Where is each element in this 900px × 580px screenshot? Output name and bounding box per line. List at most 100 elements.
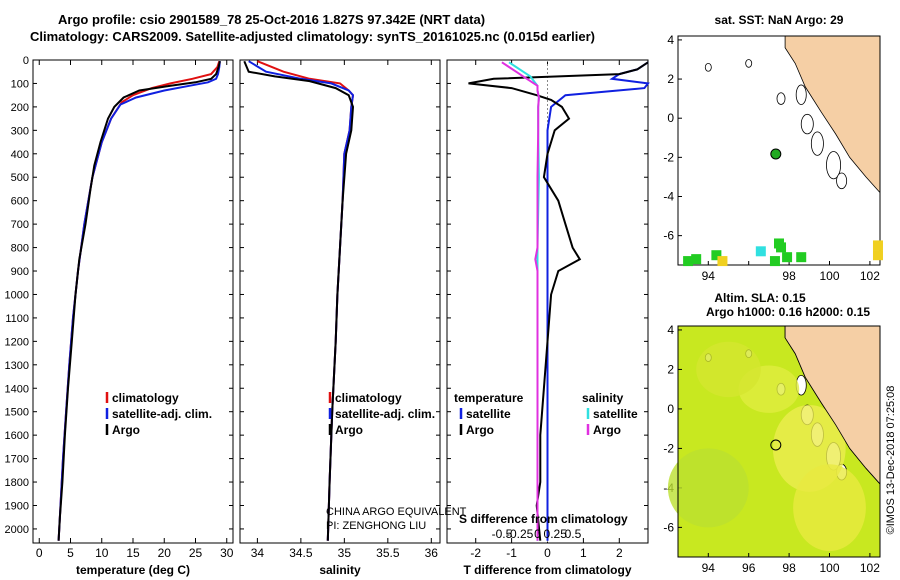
- temperature-xtick-label: 5: [67, 546, 74, 560]
- sst-map-ytick-label: -4: [663, 189, 674, 203]
- sst-pixel: [872, 250, 883, 261]
- difference-top-xtick-label: 0: [534, 527, 541, 541]
- sla-map-frame-top: [677, 325, 881, 558]
- depth-tick-label: 1400: [5, 383, 29, 395]
- depth-tick-label: 400: [11, 149, 29, 161]
- difference-xlabel: T difference from climatology: [463, 563, 631, 577]
- sst-pixel: [872, 240, 883, 251]
- depth-tick-label: 900: [11, 266, 29, 278]
- salinity-legend-label: Argo: [335, 423, 363, 437]
- depth-tick-label: 800: [11, 243, 29, 255]
- temperature-xtick-label: 10: [95, 546, 109, 560]
- depth-tick-label: 1100: [5, 313, 29, 325]
- salinity-xtick-label: 34.5: [289, 546, 313, 560]
- sla-map-title-line1: Altim. SLA: 0.15: [714, 291, 806, 305]
- sla-map-ytick-label: 0: [667, 402, 674, 416]
- difference-line-s-argo: [501, 61, 540, 541]
- sla-map-ytick-label: 2: [667, 362, 674, 376]
- depth-tick-label: 1800: [5, 477, 29, 489]
- sla-map-title-line2: Argo h1000: 0.16 h2000: 0.15: [706, 305, 870, 319]
- difference-xtick-label: 1: [580, 546, 587, 560]
- depth-tick-label: 0: [23, 55, 29, 67]
- sst-map-ytick-label: -2: [663, 150, 674, 164]
- difference-top-xtick-label: -0.25: [506, 527, 534, 541]
- difference-xtick-label: 0: [544, 546, 551, 560]
- difference-temperature-legend-label: Argo: [466, 423, 494, 437]
- salinity-frame: [239, 59, 441, 544]
- sst-pixel: [755, 246, 766, 257]
- temperature-xtick-label: 0: [36, 546, 43, 560]
- difference-top-xtick-label: 0.25: [544, 527, 568, 541]
- sst-map-title: sat. SST: NaN Argo: 29: [715, 13, 844, 27]
- sst-map-ytick-label: 4: [667, 33, 674, 47]
- depth-tick-label: 300: [11, 125, 29, 137]
- difference-xtick-label: 2: [616, 546, 623, 560]
- depth-tick-label: 1500: [5, 407, 29, 419]
- sst-pixel: [774, 238, 784, 249]
- difference-temperature-legend-label: satellite: [466, 407, 511, 421]
- sst-map-island: [776, 92, 786, 105]
- sla-map-ytick-label: -2: [663, 441, 674, 455]
- salinity-xtick-label: 35.5: [376, 546, 400, 560]
- sst-pixel: [769, 256, 780, 267]
- sst-pixel: [796, 252, 807, 263]
- depth-tick-label: 1900: [5, 500, 29, 512]
- sla-anomaly-patch: [667, 448, 749, 528]
- temperature-legend-label: climatology: [112, 391, 179, 405]
- sla-map-xtick-label: 96: [742, 561, 756, 575]
- temperature-line-argo: [57, 60, 221, 541]
- depth-tick-label: 1000: [5, 289, 29, 301]
- sst-pixel: [711, 250, 722, 261]
- sla-map-xtick-label: 100: [819, 561, 839, 575]
- sst-map-island: [704, 63, 712, 72]
- difference-top-xtick-label: -0.5: [492, 527, 513, 541]
- temperature-xtick-label: 30: [220, 546, 234, 560]
- depth-tick-label: 1200: [5, 336, 29, 348]
- sla-map-xtick-label: 98: [782, 561, 796, 575]
- temperature-frame: [32, 59, 234, 544]
- figure-title-line1: Argo profile: csio 2901589_78 25-Oct-201…: [58, 12, 486, 27]
- sst-map-island: [745, 59, 753, 68]
- temperature-xtick-label: 25: [189, 546, 203, 560]
- figure-title-line2: Climatology: CARS2009. Satellite-adjuste…: [30, 29, 595, 44]
- pi-annotation-line1: CHINA ARGO EQUIVALENT: [326, 506, 467, 518]
- difference-line-t-argo: [468, 61, 649, 541]
- sst-map-float-marker: [770, 148, 782, 160]
- sst-map-island: [836, 172, 848, 190]
- sst-map-island: [800, 113, 814, 135]
- sst-map-island: [795, 84, 807, 105]
- difference-legend-group-salinity: salinity: [582, 391, 624, 405]
- pi-annotation-line2: PI: ZENGHONG LIU: [326, 520, 426, 532]
- sst-map-xtick-label: 94: [702, 269, 716, 283]
- sst-map-xtick-label: 100: [819, 269, 839, 283]
- sst-map-xtick-label: 102: [860, 269, 880, 283]
- temperature-xtick-label: 20: [158, 546, 172, 560]
- sst-pixel: [717, 256, 728, 267]
- temperature-xtick-label: 15: [126, 546, 140, 560]
- sst-map-ytick-label: 0: [667, 111, 674, 125]
- sla-anomaly-patch: [696, 341, 761, 398]
- sst-map-ytick-label: -6: [663, 229, 674, 243]
- difference-salinity-legend-label: Argo: [593, 423, 621, 437]
- depth-tick-label: 200: [11, 102, 29, 114]
- difference-top-xtick-label: 0.5: [565, 527, 582, 541]
- sla-map-xtick-label: 94: [702, 561, 716, 575]
- sla-map-ytick-label: 4: [667, 323, 674, 337]
- sst-map-xtick-label: 98: [782, 269, 796, 283]
- depth-tick-label: 1600: [5, 430, 29, 442]
- temperature-legend-label: Argo: [112, 423, 140, 437]
- difference-legend-group-temperature: temperature: [454, 391, 524, 405]
- depth-tick-label: 100: [11, 78, 29, 90]
- temperature-xlabel: temperature (deg C): [76, 563, 190, 577]
- sla-map-float-marker: [770, 439, 782, 451]
- sst-pixel: [683, 256, 694, 267]
- sla-map-ytick-label: -6: [663, 520, 674, 534]
- difference-xtick-label: -2: [470, 546, 481, 560]
- salinity-xtick-label: 36: [425, 546, 439, 560]
- depth-tick-label: 700: [11, 219, 29, 231]
- salinity-legend-label: climatology: [335, 391, 402, 405]
- difference-top-xlabel: S difference from climatology: [459, 512, 628, 526]
- temperature-legend-label: satellite-adj. clim.: [112, 407, 212, 421]
- sst-pixel: [691, 254, 702, 265]
